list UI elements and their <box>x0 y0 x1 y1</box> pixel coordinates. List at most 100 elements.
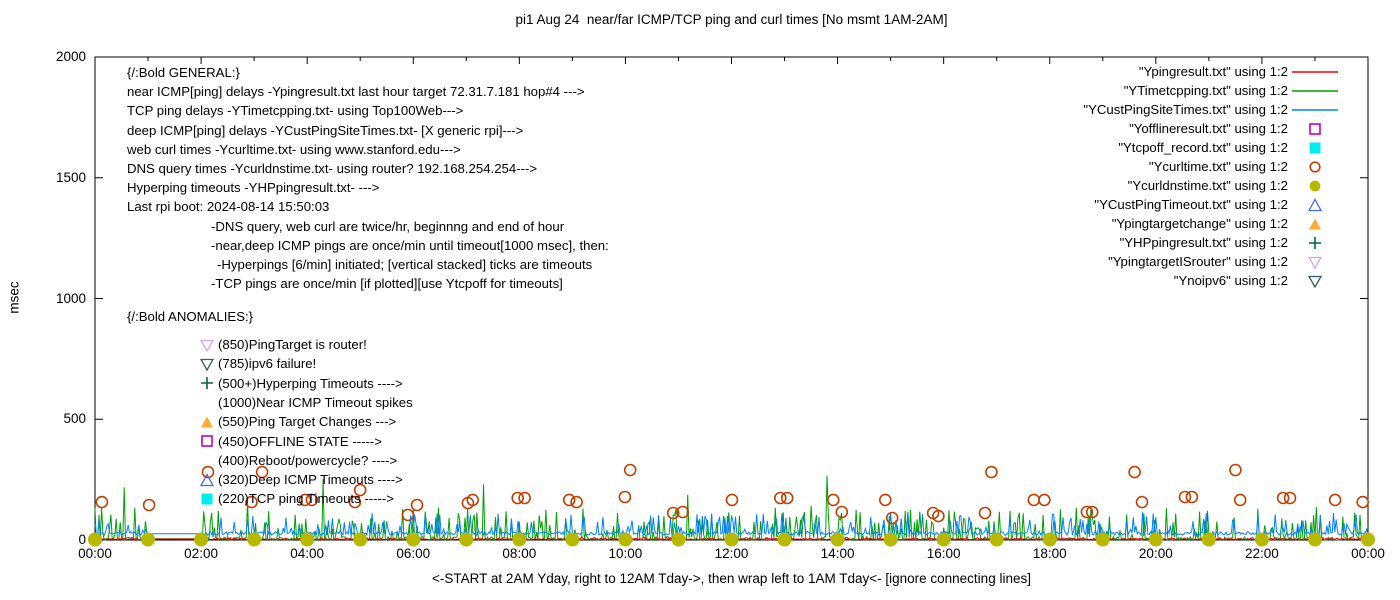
legend-marker <box>1288 159 1342 174</box>
legend-entry: "Ycurltime.txt" using 1:2 <box>1083 157 1342 176</box>
anomaly-label: (400)Reboot/powercycle? ----> <box>218 452 398 468</box>
legend-entry: "Ytcpoff_record.txt" using 1:2 <box>1083 138 1342 157</box>
anomaly-marker <box>200 434 217 449</box>
line-icon <box>1292 70 1338 73</box>
anomaly-item: (1000)Near ICMP Timeout spikes <box>200 393 413 412</box>
chart-title: pi1 Aug 24 near/far ICMP/TCP ping and cu… <box>515 12 948 27</box>
anomaly-label: (320)Deep ICMP Timeouts ----> <box>218 472 403 488</box>
general-line: -near,deep ICMP pings are once/min until… <box>211 237 609 253</box>
legend-entry: "YCustPingSiteTimes.txt" using 1:2 <box>1083 100 1342 119</box>
legend-marker <box>1288 178 1342 193</box>
anomaly-item: (500+)Hyperping Timeouts ----> <box>200 374 403 393</box>
anomaly-marker <box>200 491 217 506</box>
circle-open-icon <box>1309 160 1321 173</box>
legend-entry: "YpingtargetISrouter" using 1:2 <box>1083 252 1342 271</box>
general-line: Last rpi boot: 2024-08-14 15:50:03 <box>127 199 330 215</box>
anomaly-label: (450)OFFLINE STATE -----> <box>218 433 382 449</box>
anomaly-item: (550)Ping Target Changes ---> <box>200 412 396 431</box>
tri-down-open-icon <box>1308 275 1322 288</box>
legend-entry: "YHPpingresult.txt" using 1:2 <box>1083 233 1342 252</box>
legend-entry: "Ypingtargetchange" using 1:2 <box>1083 214 1342 233</box>
legend-entry-label: "Ycurltime.txt" using 1:2 <box>1148 159 1288 174</box>
general-line: TCP ping delays -YTimetcpping.txt- using… <box>127 103 464 119</box>
general-line: DNS query times -Ycurldnstime.txt- using… <box>127 161 538 176</box>
legend: "Ypingresult.txt" using 1:2 "YTimetcpping… <box>1083 62 1342 290</box>
line-icon <box>1292 89 1338 92</box>
x-tick-label: 06:00 <box>396 546 431 561</box>
legend-entry: "YCustPingTimeout.txt" using 1:2 <box>1083 195 1342 214</box>
legend-marker <box>1288 140 1342 155</box>
tri-down-open-icon <box>200 339 214 352</box>
tri-up-open-icon <box>200 472 214 486</box>
anomaly-label: (550)Ping Target Changes ---> <box>218 414 397 430</box>
x-tick-label: 00:00 <box>1351 546 1385 561</box>
x-tick-label: 00:00 <box>78 546 112 561</box>
y-tick-label: 2000 <box>55 49 86 64</box>
anomaly-marker <box>200 453 217 468</box>
y-tick-label: 500 <box>63 411 86 427</box>
line-icon <box>1292 108 1338 111</box>
legend-marker <box>1288 121 1342 136</box>
square-filled-icon <box>201 493 213 505</box>
x-tick-label: 12:00 <box>714 546 749 561</box>
y-tick-label: 1000 <box>55 290 86 306</box>
anomaly-label: (220)TCP ping Timeouts -----> <box>218 491 395 507</box>
general-line: deep ICMP[ping] delays -YCustPingSiteTim… <box>127 122 524 138</box>
x-tick-label: 04:00 <box>290 546 325 561</box>
legend-entry-label: "Ypingresult.txt" using 1:2 <box>1138 64 1288 79</box>
general-line: near ICMP[ping] delays -Ypingresult.txt … <box>127 84 585 100</box>
square-filled-icon <box>1309 142 1321 153</box>
x-tick-label: 02:00 <box>184 546 218 561</box>
legend-entry: "Ynoipv6" using 1:2 <box>1083 271 1342 290</box>
tri-down-open-icon <box>1308 256 1322 269</box>
x-tick-label: 22:00 <box>1245 546 1279 561</box>
plus-icon <box>201 377 213 390</box>
tri-up-filled-icon <box>201 416 213 428</box>
legend-marker <box>1288 83 1342 98</box>
legend-entry-label: "YCustPingTimeout.txt" using 1:2 <box>1094 197 1288 212</box>
anomaly-item: (320)Deep ICMP Timeouts ----> <box>200 470 403 489</box>
anomaly-marker <box>200 337 217 352</box>
x-tick-label: 10:00 <box>608 546 643 561</box>
anomaly-label: (785)ipv6 failure! <box>218 356 317 372</box>
legend-marker <box>1288 102 1342 117</box>
anomaly-marker <box>200 376 217 391</box>
y-axis-label: msec <box>6 281 22 314</box>
legend-entry-label: "Ytcpoff_record.txt" using 1:2 <box>1118 140 1288 155</box>
anomaly-item: (785)ipv6 failure! <box>200 354 316 373</box>
y-tick-label: 0 <box>78 532 86 547</box>
anomaly-label: (1000)Near ICMP Timeout spikes <box>218 394 413 410</box>
general-line: {/:Bold GENERAL:} <box>127 65 240 80</box>
legend-entry: "Ypingresult.txt" using 1:2 <box>1083 62 1342 81</box>
x-tick-label: 16:00 <box>926 546 961 561</box>
square-open-icon <box>1309 122 1321 135</box>
x-tick-label: 14:00 <box>820 546 855 561</box>
legend-entry-label: "Yofflineresult.txt" using 1:2 <box>1129 121 1288 136</box>
legend-marker <box>1288 216 1342 231</box>
legend-entry-label: "YCustPingSiteTimes.txt" using 1:2 <box>1083 102 1288 117</box>
anomaly-label: (500+)Hyperping Timeouts ----> <box>218 375 403 391</box>
legend-marker <box>1288 64 1342 79</box>
general-line: Hyperping timeouts -YHPpingresult.txt- -… <box>127 180 380 196</box>
tri-up-open-icon <box>1308 197 1322 211</box>
anomaly-marker <box>200 472 217 487</box>
legend-entry: "YTimetcpping.txt" using 1:2 <box>1083 81 1342 100</box>
tri-up-filled-icon <box>1309 218 1321 229</box>
legend-marker <box>1288 197 1342 212</box>
anomaly-item: (400)Reboot/powercycle? ----> <box>200 451 397 470</box>
legend-marker <box>1288 273 1342 288</box>
legend-entry: "Yofflineresult.txt" using 1:2 <box>1083 119 1342 138</box>
anomaly-marker <box>200 356 217 371</box>
legend-entry-label: "YTimetcpping.txt" using 1:2 <box>1123 83 1288 98</box>
anomaly-marker <box>200 414 217 429</box>
anomaly-marker <box>200 395 217 410</box>
legend-entry-label: "YHPpingresult.txt" using 1:2 <box>1119 235 1288 250</box>
legend-entry-label: "Ycurldnstime.txt" using 1:2 <box>1127 178 1288 193</box>
x-tick-label: 18:00 <box>1032 546 1067 561</box>
legend-marker <box>1288 235 1342 250</box>
square-open-icon <box>201 435 213 447</box>
circle-filled-icon <box>1309 180 1321 191</box>
general-line: -TCP pings are once/min [if plotted][use… <box>211 276 563 292</box>
